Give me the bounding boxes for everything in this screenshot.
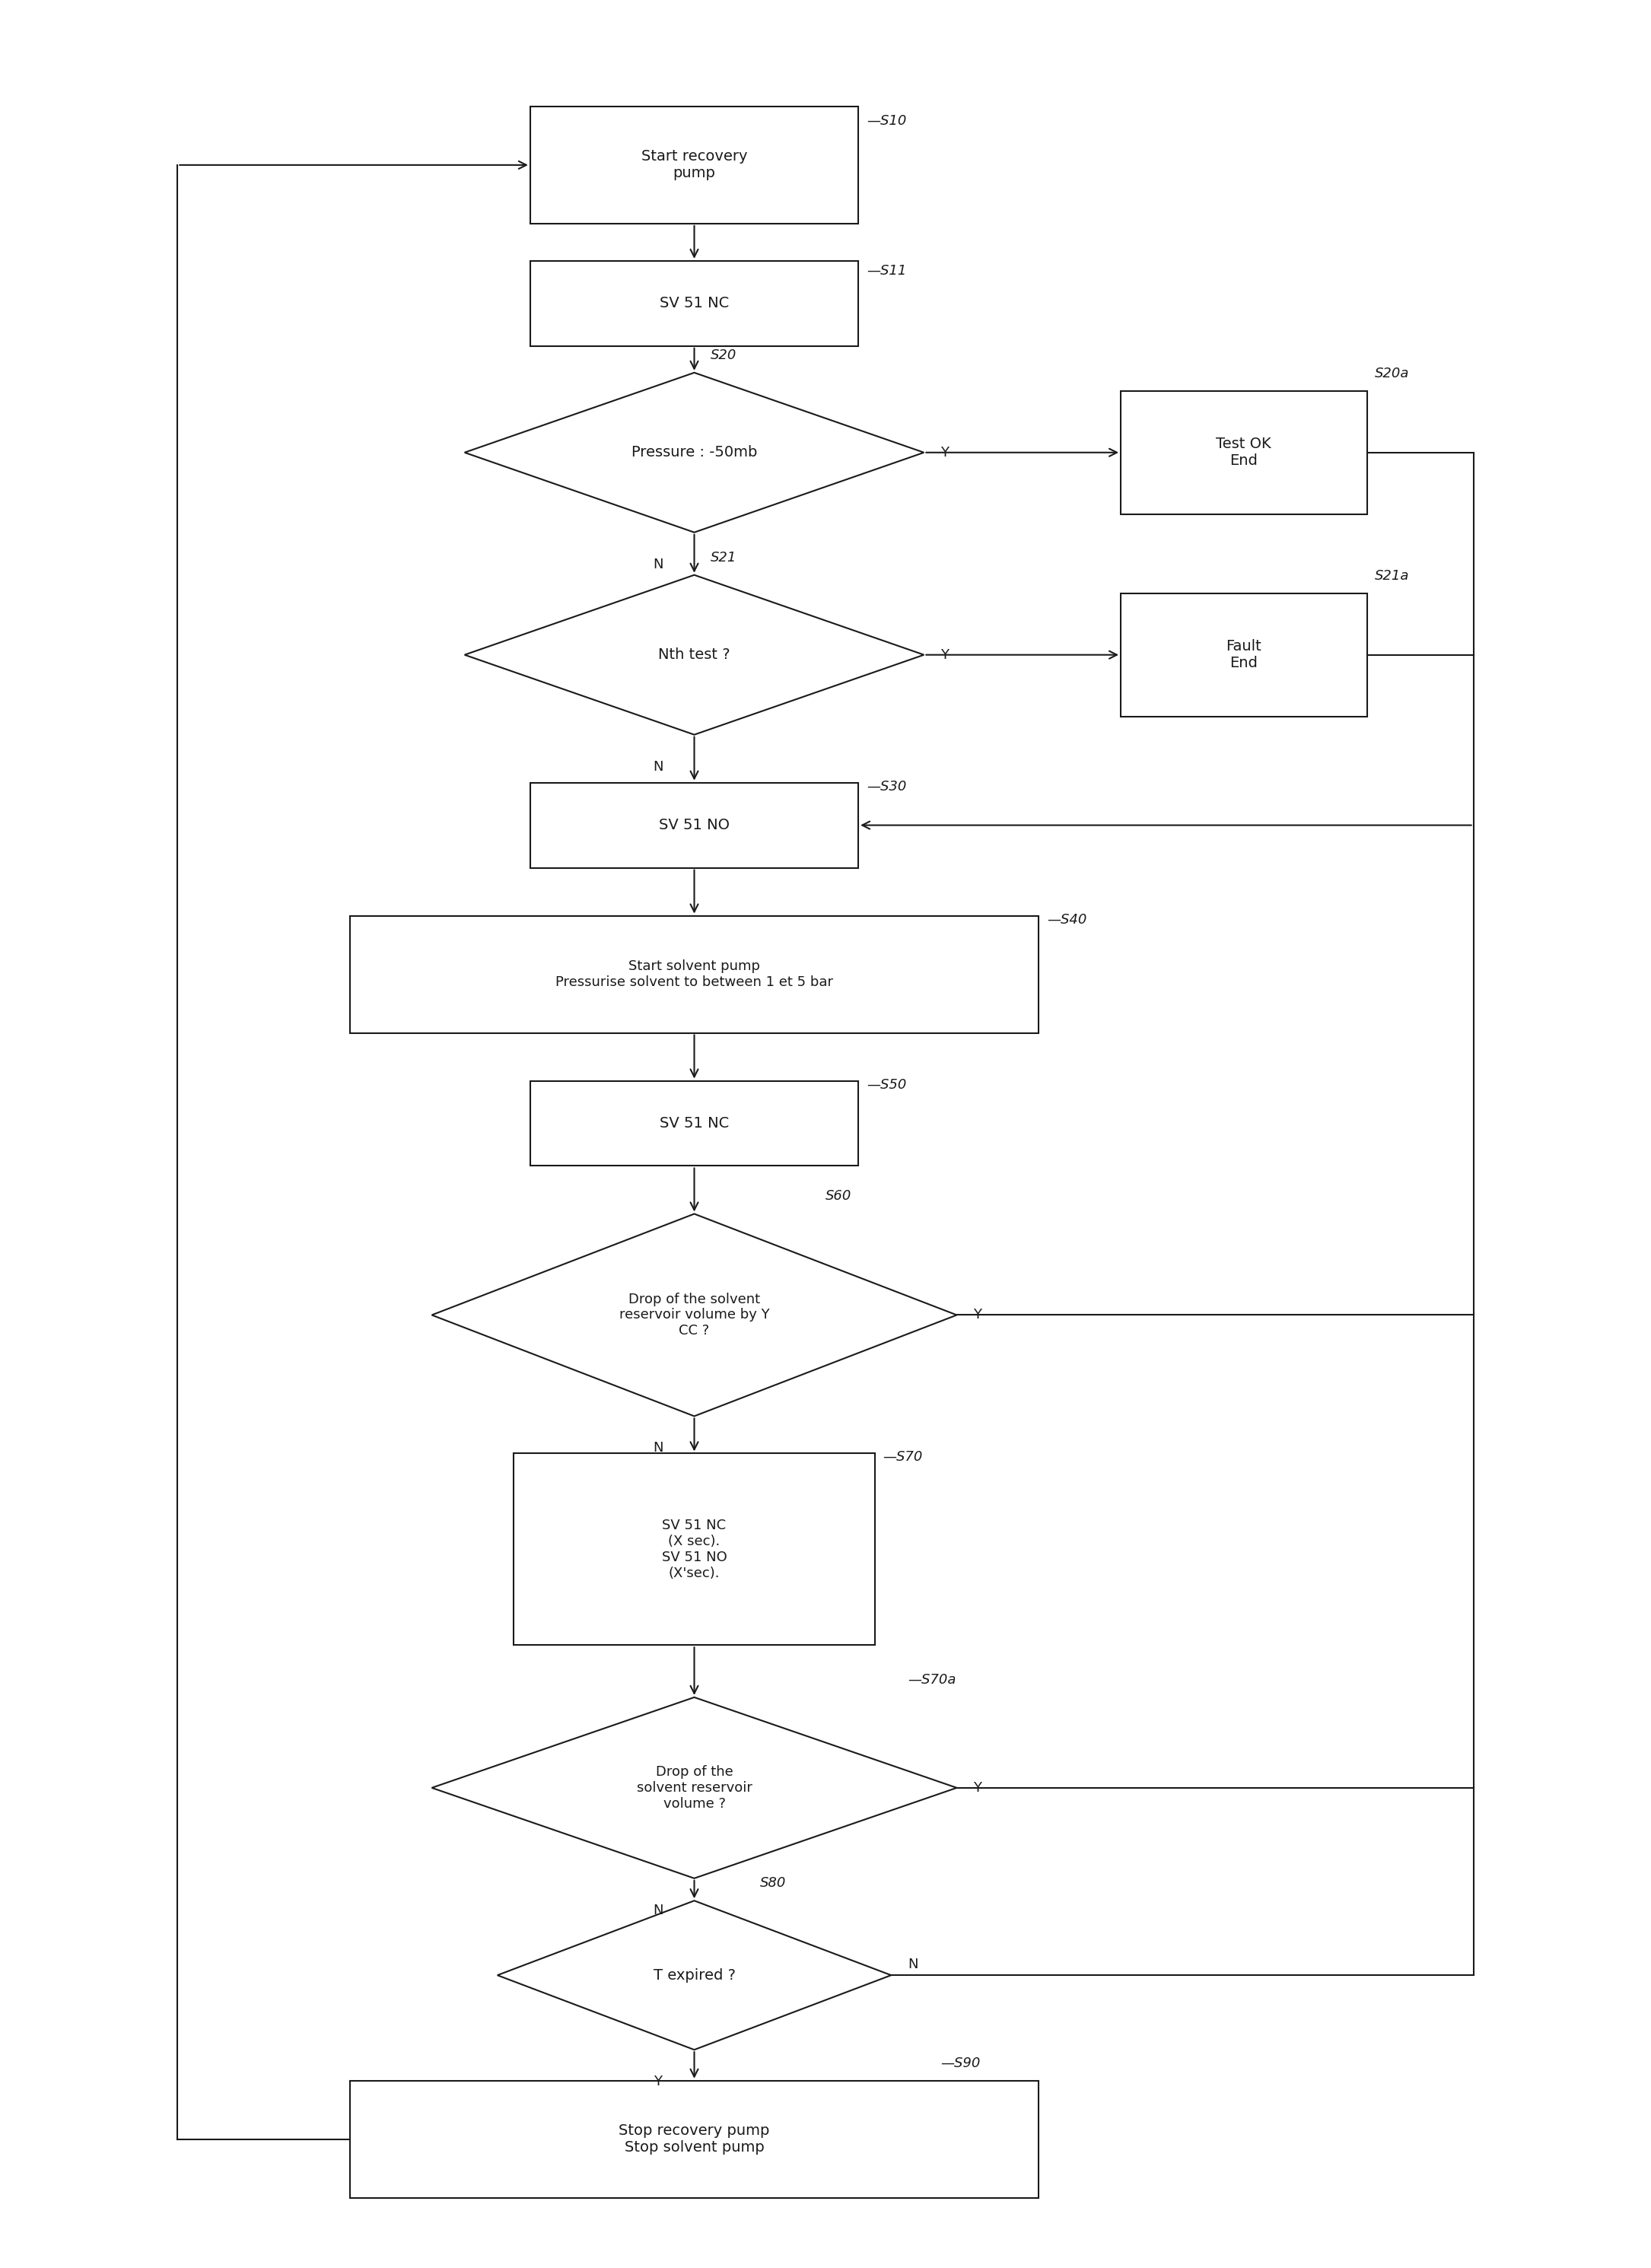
Text: Pressure : -50mb: Pressure : -50mb [631,445,758,460]
Text: S60: S60 [826,1188,852,1204]
Text: —S90: —S90 [941,2057,981,2071]
Text: Start solvent pump
Pressurise solvent to between 1 et 5 bar: Start solvent pump Pressurise solvent to… [555,959,834,989]
Text: SV 51 NC
(X sec).
SV 51 NO
(X'sec).: SV 51 NC (X sec). SV 51 NO (X'sec). [662,1520,726,1581]
Text: N: N [908,1957,918,1971]
FancyBboxPatch shape [350,916,1038,1032]
Text: N: N [654,558,664,572]
Text: S21a: S21a [1375,569,1410,583]
Polygon shape [464,372,925,533]
FancyBboxPatch shape [530,1082,859,1166]
Text: Stop recovery pump
Stop solvent pump: Stop recovery pump Stop solvent pump [619,2123,769,2155]
Text: Drop of the
solvent reservoir
volume ?: Drop of the solvent reservoir volume ? [637,1765,753,1810]
Polygon shape [433,1696,956,1878]
FancyBboxPatch shape [513,1454,875,1644]
Polygon shape [464,576,925,735]
Text: T expired ?: T expired ? [654,1969,735,1982]
Text: SV 51 NC: SV 51 NC [659,297,730,311]
Text: S20a: S20a [1375,367,1410,381]
Text: —S70: —S70 [883,1452,923,1465]
Text: S21: S21 [710,551,736,565]
Text: Y: Y [941,447,949,460]
Text: SV 51 NO: SV 51 NO [659,819,730,832]
Polygon shape [433,1213,956,1415]
Text: —S11: —S11 [867,263,906,279]
Text: —S70a: —S70a [908,1674,956,1687]
Text: —S50: —S50 [867,1077,906,1091]
Text: Y: Y [972,1780,981,1794]
Text: Y: Y [654,2075,662,2089]
FancyBboxPatch shape [1121,390,1367,515]
Text: N: N [654,1440,664,1456]
Text: SV 51 NC: SV 51 NC [659,1116,730,1129]
FancyBboxPatch shape [530,107,859,225]
Text: N: N [654,760,664,773]
FancyBboxPatch shape [1121,592,1367,717]
Text: Nth test ?: Nth test ? [659,649,730,662]
FancyBboxPatch shape [530,782,859,869]
Polygon shape [497,1901,892,2050]
Text: —S30: —S30 [867,780,906,794]
Text: S20: S20 [710,349,736,363]
Text: S80: S80 [759,1876,786,1889]
FancyBboxPatch shape [350,2080,1038,2198]
Text: Y: Y [941,649,949,662]
Text: Fault
End: Fault End [1227,640,1261,671]
FancyBboxPatch shape [530,261,859,347]
Text: Y: Y [972,1309,981,1322]
Text: —S40: —S40 [1047,912,1086,925]
Text: —S10: —S10 [867,113,906,127]
Text: Test OK
End: Test OK End [1217,438,1271,467]
Text: Start recovery
pump: Start recovery pump [641,150,748,181]
Text: N: N [654,1903,664,1916]
Text: Drop of the solvent
reservoir volume by Y
CC ?: Drop of the solvent reservoir volume by … [619,1293,769,1338]
